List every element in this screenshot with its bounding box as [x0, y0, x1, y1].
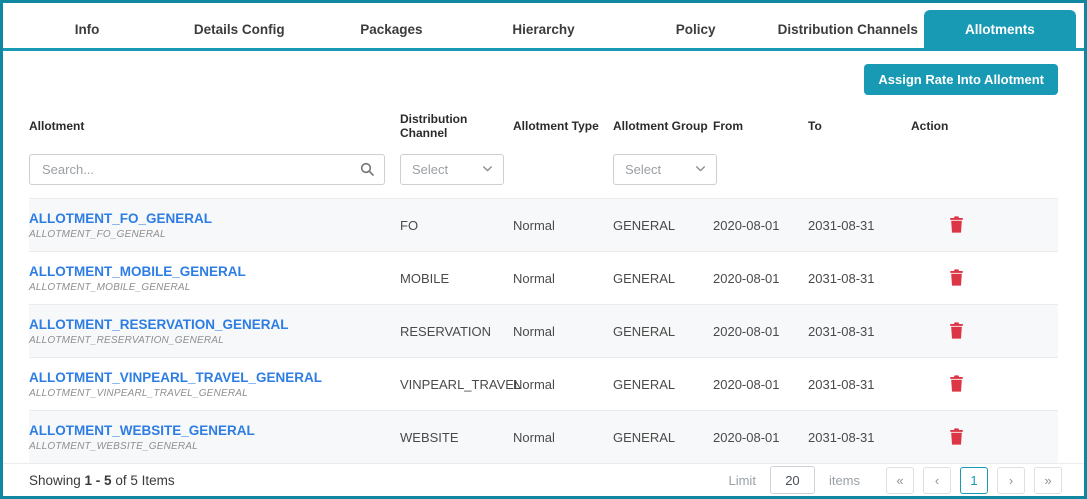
- tab-allotments[interactable]: Allotments: [923, 10, 1076, 48]
- column-header-distribution-channel: Distribution Channel: [400, 112, 468, 140]
- allotment-link[interactable]: ALLOTMENT_MOBILE_GENERAL: [29, 263, 246, 279]
- allotment-code: ALLOTMENT_RESERVATION_GENERAL: [29, 334, 224, 346]
- column-header-allotment: Allotment: [29, 119, 85, 133]
- delete-button[interactable]: [947, 320, 966, 341]
- cell-to: 2031-08-31: [808, 323, 875, 339]
- trash-icon: [949, 375, 964, 395]
- allotment-link[interactable]: ALLOTMENT_FO_GENERAL: [29, 210, 213, 226]
- allotment-code: ALLOTMENT_FO_GENERAL: [29, 228, 166, 240]
- table-row: ALLOTMENT_RESERVATION_GENERAL ALLOTMENT_…: [29, 304, 1058, 357]
- assign-rate-into-allotment-button[interactable]: Assign Rate Into Allotment: [864, 64, 1058, 95]
- table-header-row: Allotment Distribution Channel Allotment…: [29, 112, 1058, 140]
- limit-input[interactable]: [769, 466, 815, 494]
- previous-page-button[interactable]: ‹: [923, 466, 951, 494]
- allotment-link[interactable]: ALLOTMENT_WEBSITE_GENERAL: [29, 422, 255, 438]
- limit-label: Limit: [728, 472, 756, 488]
- table-footer: Showing 1 - 5 of 5 Items Limit items « ‹…: [3, 463, 1084, 496]
- cell-type: Normal: [513, 376, 555, 392]
- cell-group: GENERAL: [613, 376, 676, 392]
- cell-from: 2020-08-01: [713, 270, 780, 286]
- delete-button[interactable]: [947, 426, 966, 447]
- cell-type: Normal: [513, 270, 555, 286]
- trash-icon: [949, 322, 964, 342]
- allotment-code: ALLOTMENT_WEBSITE_GENERAL: [29, 440, 198, 452]
- cell-channel: MOBILE: [400, 270, 450, 286]
- cell-channel: WEBSITE: [400, 429, 459, 445]
- trash-icon: [949, 216, 964, 236]
- allotment-search-input[interactable]: [29, 154, 385, 185]
- cell-group: GENERAL: [613, 429, 676, 445]
- allotment-group-select[interactable]: Select: [613, 154, 717, 185]
- cell-type: Normal: [513, 217, 555, 233]
- table-row: ALLOTMENT_FO_GENERAL ALLOTMENT_FO_GENERA…: [29, 198, 1058, 251]
- tab-details-config[interactable]: Details Config: [193, 21, 285, 37]
- delete-button[interactable]: [947, 267, 966, 288]
- chevron-down-icon: [694, 162, 707, 178]
- cell-to: 2031-08-31: [808, 429, 875, 445]
- cell-group: GENERAL: [613, 270, 676, 286]
- table-filter-row: Select Select: [29, 154, 1058, 185]
- allotment-link[interactable]: ALLOTMENT_VINPEARL_TRAVEL_GENERAL: [29, 369, 323, 385]
- cell-type: Normal: [513, 323, 555, 339]
- search-icon: [359, 161, 375, 182]
- column-header-action: Action: [911, 119, 949, 133]
- trash-icon: [949, 269, 964, 289]
- allotment-code: ALLOTMENT_MOBILE_GENERAL: [29, 281, 191, 293]
- tab-info[interactable]: Info: [74, 21, 100, 37]
- cell-from: 2020-08-01: [713, 323, 780, 339]
- tab-bar: Info Details Config Packages Hierarchy P…: [3, 3, 1084, 51]
- cell-group: GENERAL: [613, 323, 676, 339]
- distribution-channel-select[interactable]: Select: [400, 154, 504, 185]
- tab-hierarchy[interactable]: Hierarchy: [512, 21, 575, 37]
- cell-from: 2020-08-01: [713, 217, 780, 233]
- last-page-button[interactable]: »: [1034, 466, 1062, 494]
- cell-group: GENERAL: [613, 217, 676, 233]
- cell-from: 2020-08-01: [713, 376, 780, 392]
- showing-summary: Showing 1 - 5 of 5 Items: [29, 472, 175, 488]
- delete-button[interactable]: [947, 373, 966, 394]
- next-page-button[interactable]: ›: [997, 466, 1025, 494]
- chevron-down-icon: [481, 162, 494, 178]
- allotment-group-select-value: Select: [625, 162, 662, 177]
- tab-packages[interactable]: Packages: [360, 21, 423, 37]
- column-header-allotment-type: Allotment Type: [513, 119, 599, 133]
- cell-to: 2031-08-31: [808, 217, 875, 233]
- cell-channel: VINPEARL_TRAVEL: [400, 376, 522, 392]
- first-page-button[interactable]: «: [886, 466, 914, 494]
- cell-channel: FO: [400, 217, 419, 233]
- items-label: items: [828, 472, 860, 488]
- trash-icon: [949, 428, 964, 448]
- table-body: ALLOTMENT_FO_GENERAL ALLOTMENT_FO_GENERA…: [29, 198, 1058, 463]
- page-1-button[interactable]: 1: [960, 466, 988, 494]
- column-header-allotment-group: Allotment Group: [613, 119, 708, 133]
- allotments-table: Allotment Distribution Channel Allotment…: [3, 95, 1084, 463]
- tab-distribution-channels[interactable]: Distribution Channels: [777, 21, 918, 37]
- table-row: ALLOTMENT_WEBSITE_GENERAL ALLOTMENT_WEBS…: [29, 410, 1058, 463]
- cell-type: Normal: [513, 429, 555, 445]
- cell-channel: RESERVATION: [400, 323, 492, 339]
- distribution-channel-select-value: Select: [412, 162, 449, 177]
- cell-to: 2031-08-31: [808, 270, 875, 286]
- tab-policy[interactable]: Policy: [675, 21, 716, 37]
- column-header-from: From: [713, 119, 743, 133]
- cell-to: 2031-08-31: [808, 376, 875, 392]
- cell-from: 2020-08-01: [713, 429, 780, 445]
- column-header-to: To: [808, 119, 822, 133]
- delete-button[interactable]: [947, 214, 966, 235]
- toolbar: Assign Rate Into Allotment: [3, 51, 1084, 95]
- pagination: « ‹ 1 › »: [886, 466, 1062, 494]
- allotment-link[interactable]: ALLOTMENT_RESERVATION_GENERAL: [29, 316, 289, 332]
- table-row: ALLOTMENT_VINPEARL_TRAVEL_GENERAL ALLOTM…: [29, 357, 1058, 410]
- allotment-code: ALLOTMENT_VINPEARL_TRAVEL_GENERAL: [29, 387, 248, 399]
- table-row: ALLOTMENT_MOBILE_GENERAL ALLOTMENT_MOBIL…: [29, 251, 1058, 304]
